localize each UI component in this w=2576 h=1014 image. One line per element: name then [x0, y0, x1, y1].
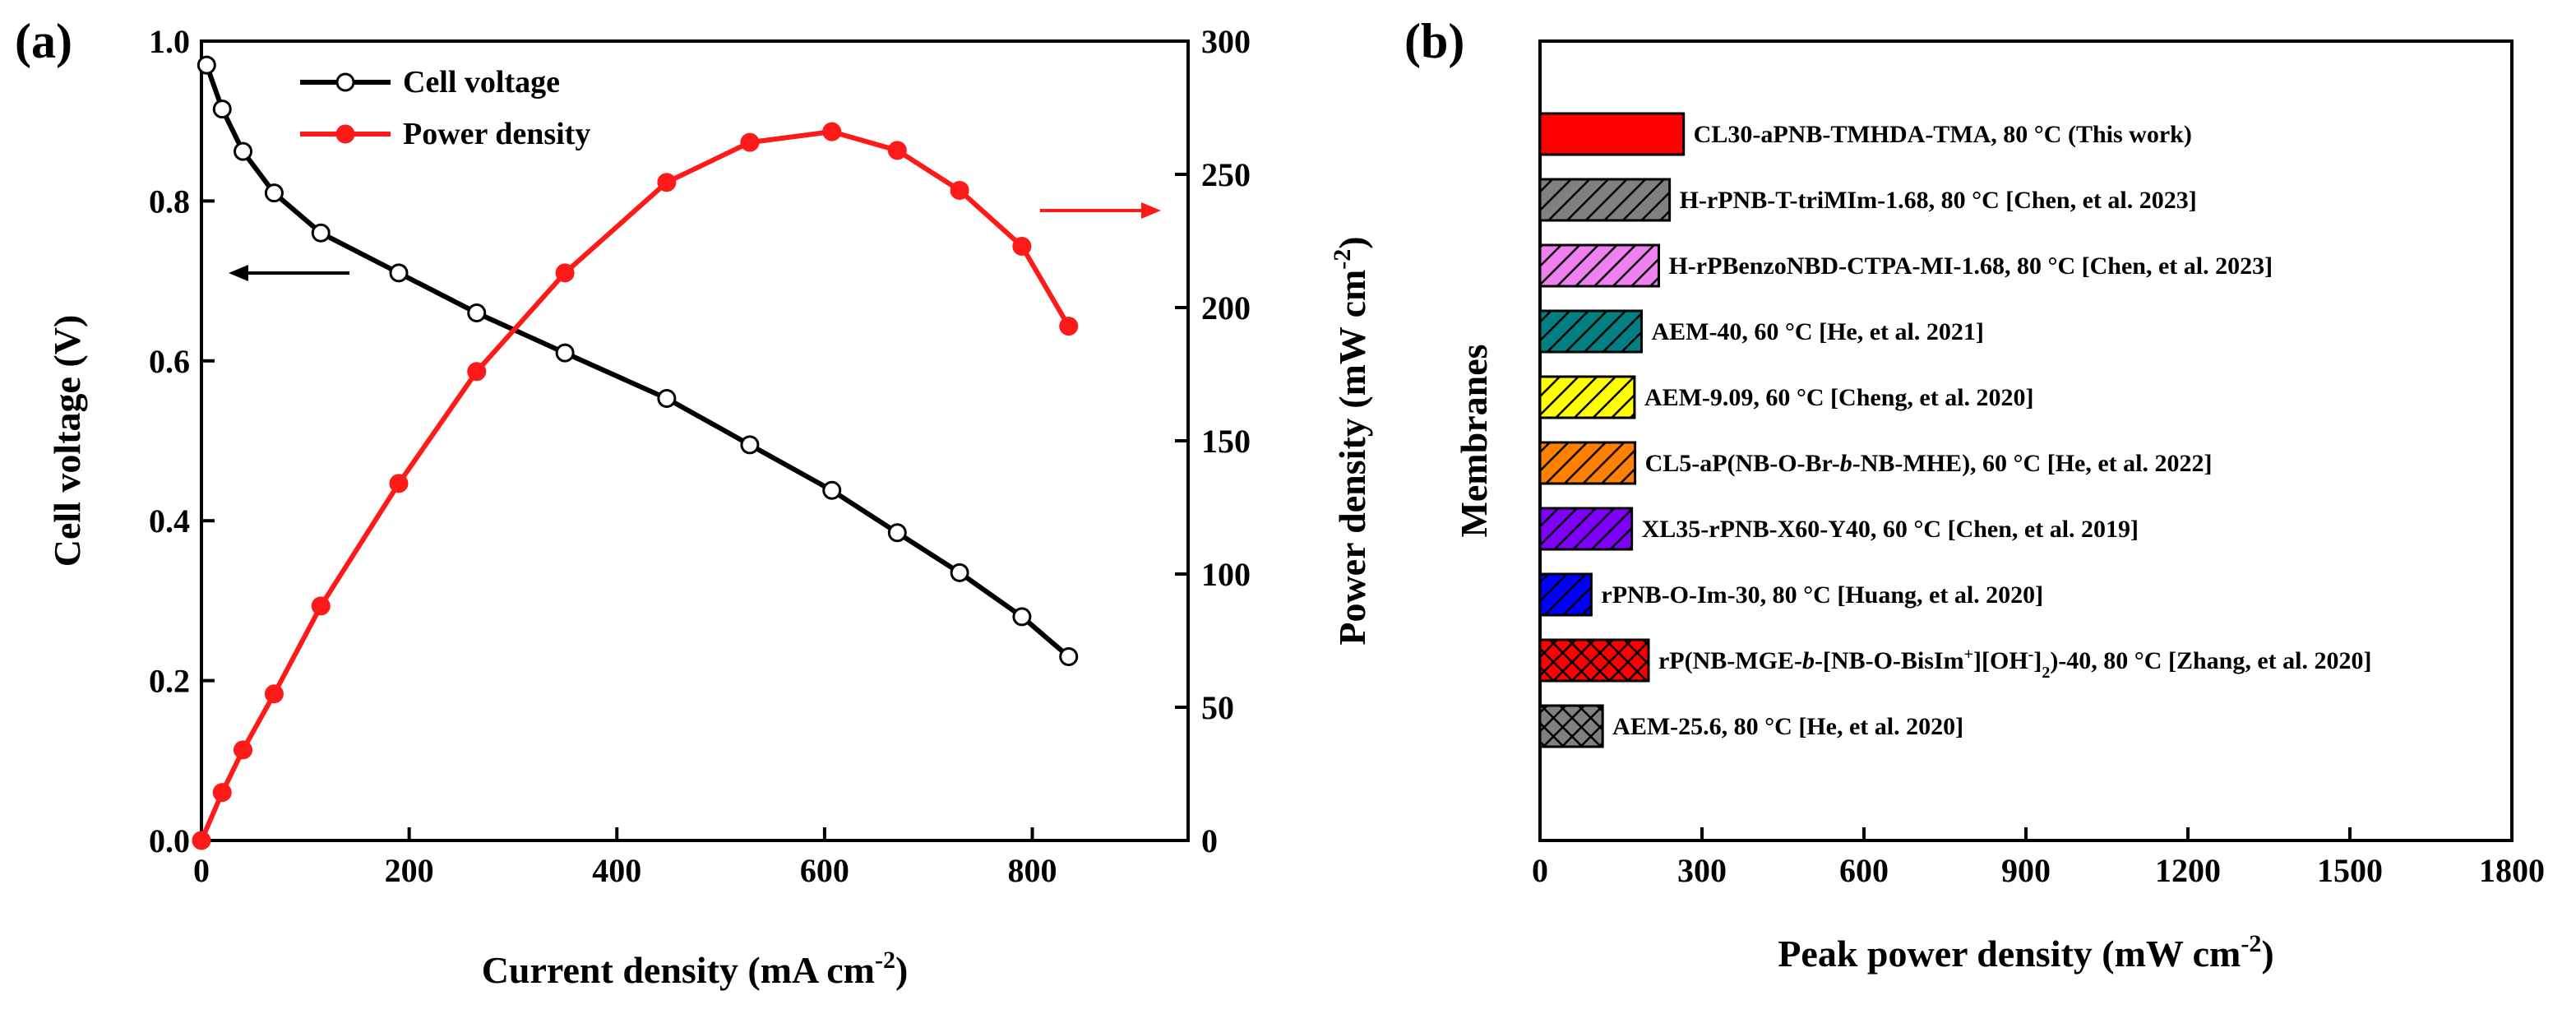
legend: Cell voltage Power density	[300, 65, 590, 151]
data-point-power	[822, 122, 842, 141]
bar-label: AEM-25.6, 80 °C [He, et al. 2020]	[1612, 713, 1963, 740]
bar-label: rP(NB-MGE-b-[NB-O-BisIm+][OH-]2)-40, 80 …	[1658, 646, 2372, 682]
bar	[1538, 112, 1686, 156]
data-point-voltage	[467, 303, 487, 322]
data-point-voltage	[234, 141, 253, 161]
y-tick-label-right: 300	[1201, 23, 1251, 60]
data-point-power	[311, 596, 331, 616]
y-tick-label-left: 0.8	[149, 183, 190, 220]
left-axis-arrow	[229, 265, 349, 281]
y-tick-label-right: 0	[1201, 822, 1218, 859]
data-point-voltage	[822, 480, 842, 500]
legend-voltage-label: Cell voltage	[403, 65, 560, 100]
right-axis-arrow	[1040, 202, 1161, 219]
y-axis-title-b: Membranes	[1453, 344, 1495, 537]
x-tick-label-b: 1500	[2317, 852, 2383, 889]
x-tick-label-b: 0	[1532, 852, 1548, 889]
y-axis-title-left: Cell voltage (V)	[46, 315, 88, 567]
bar	[1538, 178, 1672, 222]
y-tick-label-left: 0.0	[149, 822, 190, 859]
data-point-power	[264, 684, 284, 704]
bar-label: AEM-9.09, 60 °C [Cheng, et al. 2020]	[1644, 384, 2034, 411]
bar-label: XL35-rPNB-X60-Y40, 60 °C [Chen, et al. 2…	[1642, 516, 2139, 543]
y-tick-label-right: 200	[1201, 289, 1251, 326]
x-tick-label-a: 200	[385, 852, 434, 889]
x-tick-label-b: 900	[2001, 852, 2051, 889]
legend-voltage-marker	[335, 72, 355, 92]
bar-label: CL30-aPNB-TMHDA-TMA, 80 °C (This work)	[1694, 121, 2192, 148]
data-point-voltage	[197, 55, 216, 75]
y-tick-label-left: 0.6	[149, 343, 190, 380]
bar	[1538, 572, 1593, 617]
bar	[1538, 441, 1637, 485]
series-line-voltage	[204, 64, 1071, 659]
data-point-voltage	[555, 343, 575, 363]
bar-label: AEM-40, 60 °C [He, et al. 2021]	[1651, 318, 1983, 345]
data-point-power	[389, 474, 409, 493]
x-axis-title-a: Current density (mA cm-2)	[482, 947, 909, 991]
data-point-voltage	[740, 435, 760, 455]
data-point-power	[950, 180, 969, 200]
bar-label: H-rPNB-T-triMIm-1.68, 80 °C [Chen, et al…	[1680, 187, 2197, 214]
x-tick-label-b: 600	[1839, 852, 1889, 889]
data-point-voltage	[311, 223, 331, 243]
data-point-power	[1012, 236, 1032, 256]
data-point-voltage	[657, 388, 677, 408]
panel-b-label: (b)	[1404, 14, 1464, 68]
data-point-power	[887, 141, 907, 160]
data-point-power	[740, 132, 760, 152]
data-point-voltage	[212, 100, 232, 119]
data-point-power	[1059, 317, 1079, 336]
data-point-power	[657, 173, 677, 192]
x-tick-label-a: 800	[1008, 852, 1057, 889]
bar	[1538, 507, 1634, 551]
data-point-voltage	[1012, 607, 1032, 627]
data-point-power	[212, 783, 232, 803]
legend-power-label: Power density	[403, 117, 590, 151]
bar	[1538, 375, 1636, 419]
data-point-voltage	[950, 563, 969, 582]
x-tick-label-a: 600	[800, 852, 849, 889]
y-tick-label-right: 100	[1201, 556, 1251, 593]
y-tick-label-left: 1.0	[149, 23, 190, 60]
panel-a-frame	[200, 39, 1190, 842]
data-point-voltage	[1059, 646, 1079, 666]
y-tick-label-left: 0.4	[149, 502, 190, 539]
bar	[1538, 704, 1604, 748]
bar-label: CL5-aP(NB-O-Br-b-NB-MHE), 60 °C [He, et …	[1645, 450, 2213, 477]
x-tick-label-a: 400	[592, 852, 641, 889]
bar	[1538, 309, 1643, 354]
x-tick-label-b: 1800	[2479, 852, 2545, 889]
y-tick-label-left: 0.2	[149, 663, 190, 700]
bar	[1538, 243, 1660, 288]
panel-b-chart: (b) CL30-aPNB-TMHDA-TMA, 80 °C (This wor…	[1404, 14, 2545, 975]
bar	[1538, 638, 1650, 683]
data-point-power	[555, 263, 575, 283]
bar-label: H-rPBenzoNBD-CTPA-MI-1.68, 80 °C [Chen, …	[1668, 252, 2273, 280]
y-tick-label-right: 50	[1201, 689, 1234, 726]
bar-label: rPNB-O-Im-30, 80 °C [Huang, et al. 2020]	[1601, 581, 2043, 609]
y-axis-title-right: Power density (mW cm-2)	[1329, 236, 1373, 645]
panel-a-label: (a)	[15, 14, 72, 68]
panel-a-chart: (a) Cell voltage Power density 0 200 400 60…	[15, 14, 1373, 991]
x-tick-label-b: 1200	[2155, 852, 2221, 889]
y-tick-label-right: 250	[1201, 156, 1251, 193]
data-point-voltage	[887, 523, 907, 543]
legend-power-marker	[335, 124, 355, 144]
data-point-power	[192, 831, 211, 850]
y-tick-label-right: 150	[1201, 423, 1251, 460]
data-point-power	[467, 362, 487, 382]
data-point-voltage	[264, 183, 284, 203]
x-tick-label-b: 300	[1677, 852, 1727, 889]
x-axis-title-b: Peak power density (mW cm-2)	[1778, 930, 2273, 975]
data-point-voltage	[389, 263, 409, 283]
x-tick-label-a: 0	[193, 852, 210, 889]
data-point-power	[234, 740, 253, 760]
